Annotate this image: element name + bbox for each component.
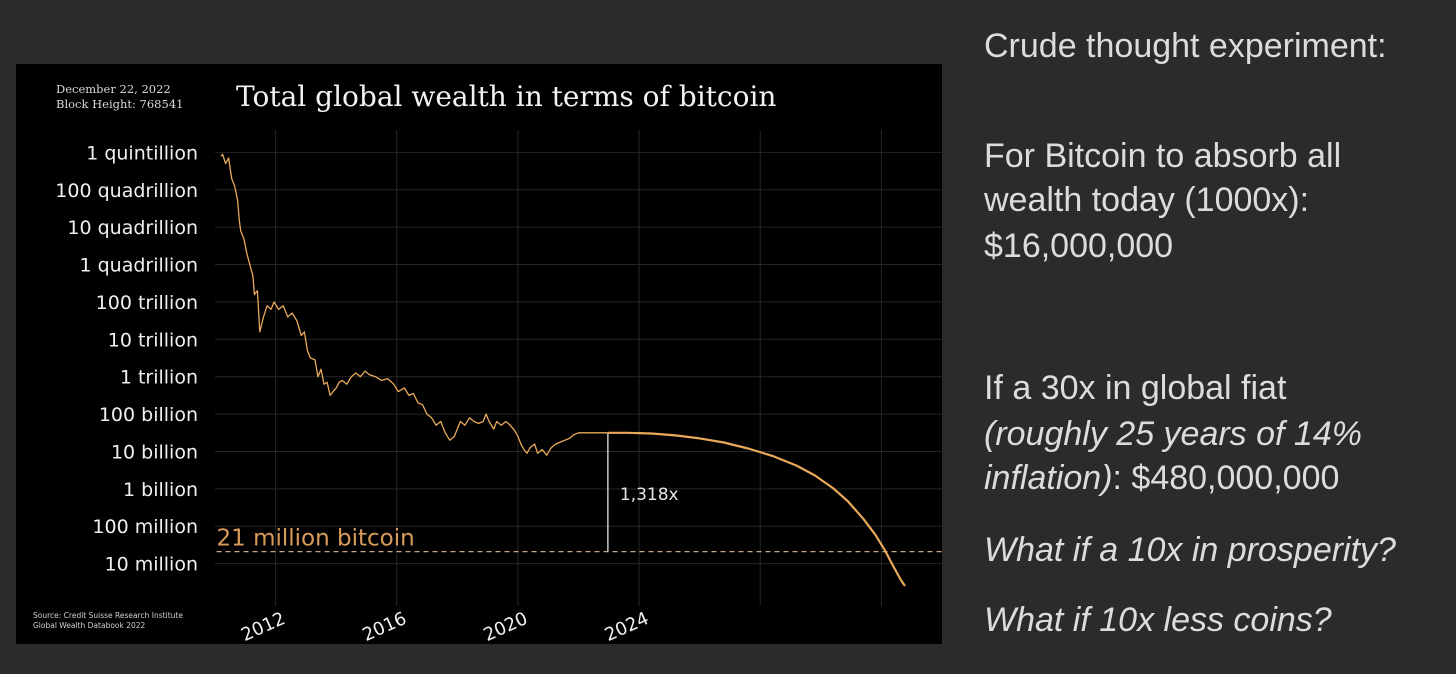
y-tick-label: 100 trillion	[96, 292, 198, 314]
source-note: Source: Credit Suisse Research Institute…	[33, 611, 183, 631]
side-p2-line3: inflation): $480,000,000	[984, 456, 1339, 500]
side-p1-line1: For Bitcoin to absorb all	[984, 137, 1342, 175]
y-tick-label: 1 quintillion	[86, 142, 198, 164]
y-tick-label: 1 quadrillion	[79, 255, 198, 277]
y-tick-label: 1 billion	[123, 479, 198, 501]
y-tick-label: 10 billion	[111, 441, 198, 463]
y-tick-label: 10 trillion	[108, 329, 198, 351]
x-tick-label: 2020	[480, 608, 530, 646]
x-tick-label: 2024	[602, 608, 652, 646]
y-tick-label: 10 quadrillion	[67, 217, 198, 239]
side-p2-line3-value: : $480,000,000	[1112, 459, 1340, 497]
reference-line-label: 21 million bitcoin	[217, 526, 415, 552]
side-question-2: What if 10x less coins?	[984, 601, 1332, 639]
y-tick-label: 100 billion	[99, 404, 198, 426]
block-height: Block Height: 768541	[56, 97, 184, 111]
y-tick-label: 100 million	[92, 516, 198, 538]
side-heading: Crude thought experiment:	[984, 27, 1387, 65]
side-question-1: What if a 10x in prosperity?	[984, 531, 1396, 569]
side-p2-line1: If a 30x in global fiat	[984, 369, 1287, 407]
series-line-projection	[607, 431, 906, 587]
chart-date: December 22, 2022	[56, 82, 171, 96]
chart-title: Total global wealth in terms of bitcoin	[236, 80, 777, 113]
chart-plot: 1 quintillion 100 quadrillion 10 quadrilli…	[55, 130, 942, 646]
side-p1-line2: wealth today (1000x):	[984, 181, 1310, 219]
y-tick-label: 1 trillion	[120, 367, 198, 389]
chart-panel	[16, 64, 942, 644]
y-tick-label: 100 quadrillion	[55, 180, 198, 202]
side-p2-line2: (roughly 25 years of 14%	[984, 415, 1362, 453]
y-tick-label: 10 million	[104, 554, 198, 576]
side-p1-line3: $16,000,000	[984, 227, 1174, 265]
side-p2-line3-italic: inflation)	[984, 459, 1113, 497]
series-line-historical	[220, 153, 608, 456]
x-tick-label: 2016	[359, 608, 409, 646]
source-line-1: Source: Credit Suisse Research Institute	[33, 611, 183, 620]
multiplier-label: 1,318x	[620, 485, 679, 505]
source-line-2: Global Wealth Databook 2022	[33, 621, 146, 630]
x-tick-label: 2012	[238, 608, 288, 646]
